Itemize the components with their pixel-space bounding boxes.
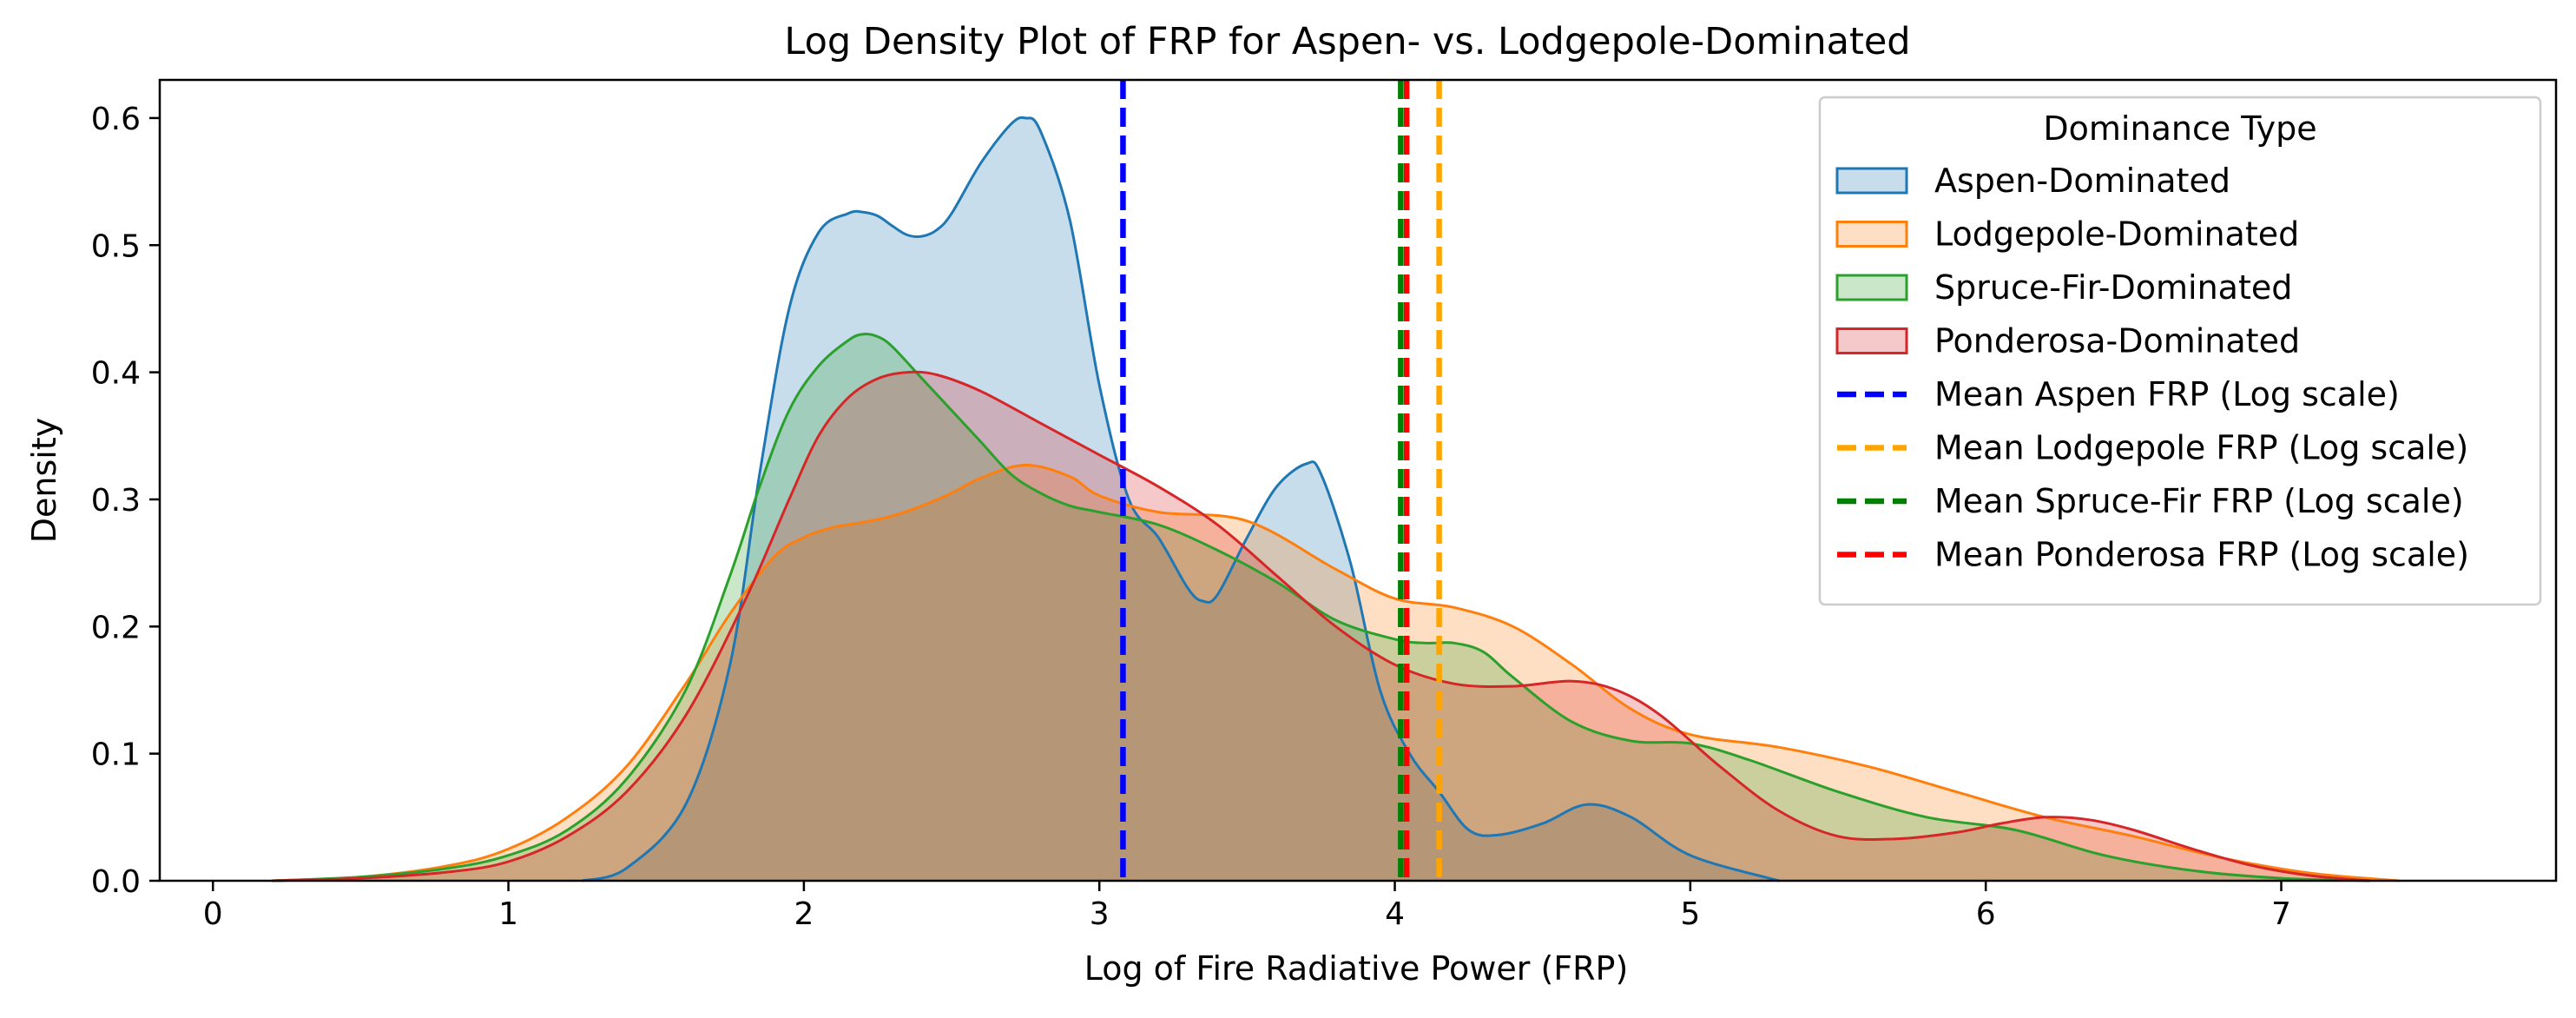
x-tick-label: 4 xyxy=(1385,896,1405,932)
x-tick-label: 6 xyxy=(1976,896,1996,932)
x-axis-label: Log of Fire Radiative Power (FRP) xyxy=(1084,949,1629,988)
y-tick-label: 0.2 xyxy=(91,610,141,645)
x-tick-label: 2 xyxy=(794,896,814,932)
mean-lines-layer xyxy=(1120,80,1442,881)
series-line-lodgepole-dominated xyxy=(272,463,2400,882)
legend-title: Dominance Type xyxy=(2043,109,2316,148)
x-tick-label: 7 xyxy=(2271,896,2291,932)
y-tick-label: 0.4 xyxy=(91,356,141,392)
series-area-ponderosa-dominated xyxy=(272,372,2370,881)
series-line-ponderosa-dominated xyxy=(272,370,2370,882)
y-tick-label: 0.3 xyxy=(91,483,141,519)
legend: Dominance Type Aspen-Dominated Lodgepole-D… xyxy=(1818,96,2542,606)
y-tick-label: 0.1 xyxy=(91,737,141,773)
legend-label: Spruce-Fir-Dominated xyxy=(1934,268,2292,307)
legend-label: Aspen-Dominated xyxy=(1934,162,2230,200)
chart-title: Log Density Plot of FRP for Aspen- vs. L… xyxy=(784,20,1910,63)
series-layer xyxy=(272,116,2400,882)
legend-label: Lodgepole-Dominated xyxy=(1934,215,2299,254)
x-axis: 0 1 2 3 4 5 6 7 xyxy=(203,881,2291,932)
x-tick-label: 5 xyxy=(1680,896,1700,932)
legend-label: Ponderosa-Dominated xyxy=(1934,322,2300,360)
legend-label: Mean Aspen FRP (Log scale) xyxy=(1934,375,2400,413)
series-area-lodgepole-dominated xyxy=(272,465,2400,881)
y-axis: 0.0 0.1 0.2 0.3 0.4 0.5 0.6 xyxy=(91,102,160,900)
legend-swatch-ponderosa-dominated xyxy=(1835,327,1908,354)
series-area-aspen-dominated xyxy=(582,117,1780,881)
legend-label: Mean Ponderosa FRP (Log scale) xyxy=(1934,536,2469,574)
legend-box xyxy=(1818,96,2542,606)
y-tick-label: 0.0 xyxy=(91,864,141,900)
series-line-spruce-fir-dominated xyxy=(272,333,2370,882)
x-tick-label: 1 xyxy=(498,896,518,932)
legend-swatch-spruce-fir-dominated xyxy=(1835,274,1908,301)
y-axis-label: Density xyxy=(25,418,63,543)
legend-label: Mean Spruce-Fir FRP (Log scale) xyxy=(1934,482,2464,520)
series-area-spruce-fir-dominated xyxy=(272,334,2370,882)
x-tick-label: 0 xyxy=(203,896,223,932)
x-tick-label: 3 xyxy=(1090,896,1110,932)
plot-frame xyxy=(158,78,2558,882)
y-tick-label: 0.5 xyxy=(91,228,141,264)
y-tick-label: 0.6 xyxy=(91,102,141,137)
legend-swatch-aspen-dominated xyxy=(1835,167,1908,195)
legend-label: Mean Lodgepole FRP (Log scale) xyxy=(1934,429,2468,467)
legend-swatch-lodgepole-dominated xyxy=(1835,221,1908,248)
